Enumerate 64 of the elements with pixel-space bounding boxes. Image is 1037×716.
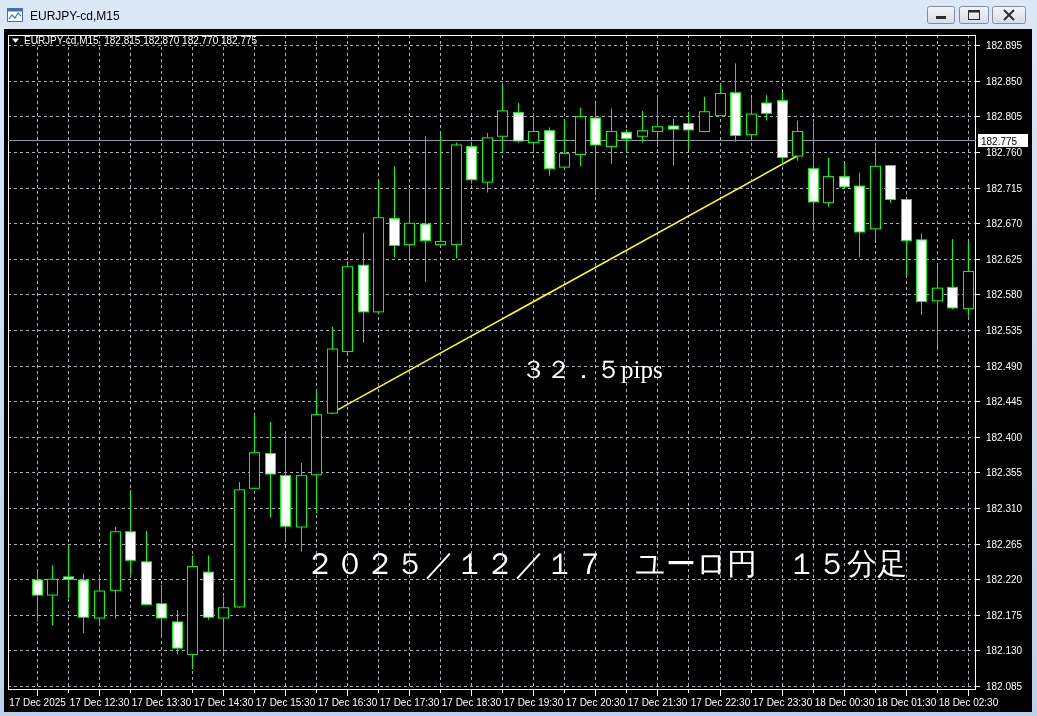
x-tick-label: 18 Dec 01:30 bbox=[876, 697, 937, 708]
y-tick-label: 182.850 bbox=[986, 76, 1023, 87]
y-tick-label: 182.175 bbox=[986, 610, 1023, 621]
candlestick bbox=[932, 264, 943, 352]
x-tick-label: 17 Dec 2025 bbox=[9, 697, 67, 708]
candlestick bbox=[668, 118, 679, 167]
candlestick bbox=[435, 133, 446, 246]
x-tick-label: 17 Dec 12:30 bbox=[69, 697, 130, 708]
y-tick-label: 182.805 bbox=[986, 111, 1023, 122]
y-tick-label: 182.715 bbox=[986, 183, 1023, 194]
x-tick-label: 18 Dec 02:30 bbox=[938, 697, 999, 708]
x-tick-label: 17 Dec 23:30 bbox=[752, 697, 813, 708]
candlestick bbox=[621, 128, 632, 153]
candlestick bbox=[746, 97, 757, 138]
x-tick-label: 17 Dec 18:30 bbox=[441, 697, 502, 708]
x-tick-label: 17 Dec 22:30 bbox=[690, 697, 751, 708]
x-tick-label: 17 Dec 13:30 bbox=[131, 697, 192, 708]
y-tick-label: 182.265 bbox=[986, 539, 1023, 550]
x-tick-label: 18 Dec 00:30 bbox=[814, 697, 875, 708]
x-tick-label: 17 Dec 20:30 bbox=[565, 697, 626, 708]
candlestick bbox=[420, 135, 431, 283]
x-tick-label: 17 Dec 14:30 bbox=[193, 697, 254, 708]
annotation: ３２．５pips bbox=[521, 356, 663, 383]
x-tick-label: 17 Dec 17:30 bbox=[379, 697, 440, 708]
y-tick-label: 182.580 bbox=[986, 289, 1023, 300]
candlestick bbox=[218, 596, 229, 654]
candlestick bbox=[637, 110, 648, 144]
x-tick-label: 17 Dec 15:30 bbox=[255, 697, 316, 708]
y-tick-label: 182.310 bbox=[986, 503, 1023, 514]
x-tick-label: 17 Dec 19:30 bbox=[503, 697, 564, 708]
x-tick-label: 17 Dec 16:30 bbox=[317, 697, 378, 708]
y-tick-label: 182.355 bbox=[986, 467, 1023, 478]
y-tick-label: 182.895 bbox=[986, 40, 1023, 51]
candlestick bbox=[156, 584, 167, 638]
y-tick-label: 182.400 bbox=[986, 432, 1023, 443]
chart-subtitle: EURJPY-cd,M15 182.815 182.870 182.770 182.775 bbox=[24, 35, 258, 46]
candlestick bbox=[839, 162, 850, 189]
candlestick bbox=[761, 94, 772, 121]
annotation: ２０２５／１２／１７ ユーロ円 １５分足 bbox=[305, 547, 907, 580]
y-tick-label: 182.670 bbox=[986, 218, 1023, 229]
ref-line-label: 182.775 bbox=[981, 135, 1018, 147]
y-tick-label: 182.625 bbox=[986, 254, 1023, 265]
x-tick-label: 17 Dec 21:30 bbox=[627, 697, 688, 708]
candlestick bbox=[652, 97, 663, 148]
y-tick-label: 182.760 bbox=[986, 147, 1023, 158]
y-tick-label: 182.490 bbox=[986, 361, 1023, 372]
y-tick-label: 182.220 bbox=[986, 574, 1023, 585]
y-tick-label: 182.535 bbox=[986, 325, 1023, 336]
candlestick bbox=[404, 188, 415, 262]
chart-title: EURJPY-cd,M15 bbox=[30, 9, 120, 23]
candlestick bbox=[528, 115, 539, 154]
candlestick bbox=[606, 108, 617, 165]
y-tick-label: 182.445 bbox=[986, 396, 1023, 407]
y-tick-label: 182.085 bbox=[986, 681, 1023, 692]
candlestick bbox=[947, 238, 958, 310]
candlestick bbox=[63, 545, 74, 599]
candlestick bbox=[265, 421, 276, 519]
candlestick bbox=[715, 83, 726, 117]
candlestick bbox=[32, 568, 43, 623]
candlestick bbox=[683, 111, 694, 151]
candlestick bbox=[47, 564, 58, 626]
candlestick bbox=[699, 96, 710, 133]
y-tick-label: 182.130 bbox=[986, 645, 1023, 656]
candlestick bbox=[559, 119, 570, 168]
